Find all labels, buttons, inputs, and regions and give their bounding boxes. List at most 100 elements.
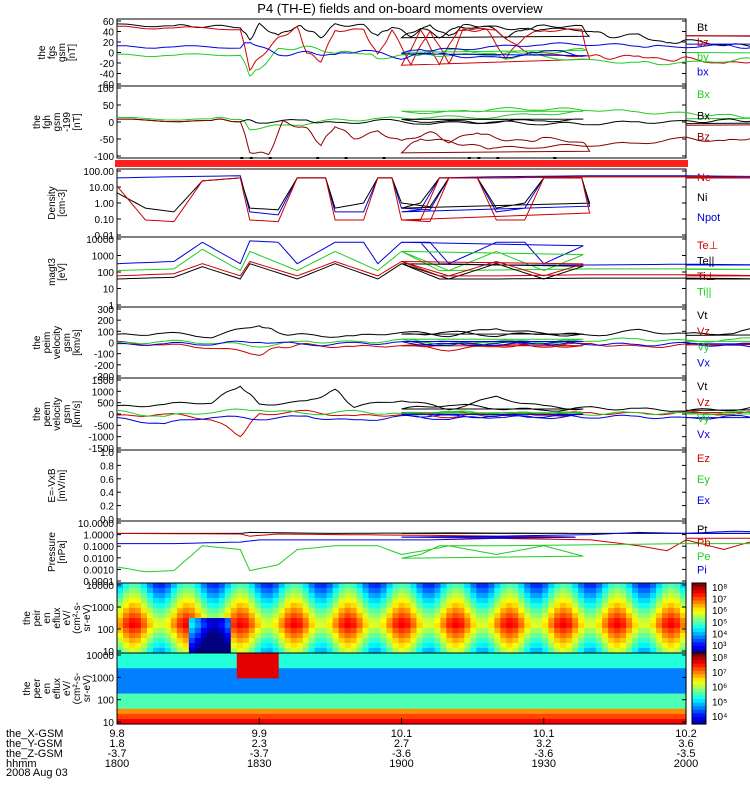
heatmap-cell: [668, 703, 675, 710]
heatmap-cell: [212, 708, 220, 715]
heatmap-cell: [386, 668, 394, 674]
heatmap-cell: [596, 628, 603, 634]
x-row-value: 10.2: [675, 728, 696, 740]
heatmap-cell: [158, 668, 166, 674]
heatmap-cell: [140, 643, 148, 649]
heatmap-cell: [428, 613, 436, 619]
heatmap-cell: [572, 688, 579, 695]
y-tick-label: 1000: [92, 603, 115, 614]
series-Pt: [117, 531, 750, 534]
heatmap-cell: [278, 643, 286, 649]
heatmap-cell: [560, 718, 567, 725]
heatmap-cell: [386, 623, 394, 629]
heatmap-cell: [176, 693, 184, 700]
heatmap-cell: [260, 623, 268, 629]
series-Vt: [116, 325, 750, 339]
heatmap-cell: [626, 673, 633, 679]
heatmap-cell: [182, 633, 190, 639]
heatmap-cell: [140, 678, 148, 685]
heatmap-cell: [146, 683, 154, 690]
heatmap-cell: [248, 668, 256, 674]
heatmap-cell: [446, 678, 454, 685]
heatmap-cell: [644, 643, 651, 649]
heatmap-cell: [608, 688, 615, 695]
y-tick-label: -100: [94, 350, 114, 361]
heatmap-cell: [188, 693, 196, 700]
heatmap-cell: [146, 643, 154, 649]
y-tick-label: 20: [103, 38, 115, 49]
heatmap-cell: [500, 618, 507, 624]
heatmap-cell: [680, 598, 687, 604]
heatmap-cell: [536, 683, 543, 690]
heatmap-cell: [344, 708, 352, 715]
heatmap-cell: [374, 713, 382, 720]
heatmap-cell: [296, 628, 304, 634]
heatmap-cell: [416, 598, 424, 604]
heatmap-cell: [464, 678, 471, 685]
heatmap-cell: [212, 583, 220, 589]
heatmap-cell: [614, 623, 621, 629]
heatmap-cell: [404, 608, 412, 614]
heatmap-cell: [422, 593, 430, 599]
heatmap-cell: [626, 633, 633, 639]
heatmap-cell: [560, 638, 567, 644]
heatmap-cell: [170, 653, 178, 659]
heatmap-cell: [182, 713, 190, 720]
heatmap-cell: [230, 608, 238, 614]
heatmap-cell: [338, 638, 346, 644]
heatmap-cell: [117, 618, 124, 624]
heatmap-cell: [680, 693, 687, 700]
heatmap-cell: [590, 688, 597, 695]
heatmap-cell: [674, 653, 681, 659]
heatmap-cell: [464, 608, 471, 614]
heatmap-cell: [386, 678, 394, 685]
heatmap-cell: [428, 708, 436, 715]
heatmap-cell: [476, 663, 483, 669]
heatmap-cell: [314, 618, 322, 624]
heatmap-cell: [392, 693, 400, 700]
heatmap-cell: [560, 608, 567, 614]
heatmap-cell: [356, 638, 364, 644]
heatmap-cell: [218, 648, 226, 654]
colorbar-segment: [692, 621, 706, 626]
heatmap-cell: [158, 703, 166, 710]
panel-frame: [116, 520, 687, 584]
heatmap-cell: [296, 673, 304, 679]
heatmap-cell: [572, 593, 579, 599]
heatmap-cell: [206, 713, 214, 720]
heatmap-cell: [350, 603, 358, 609]
heatmap-cell: [206, 678, 214, 685]
heatmap-cell: [284, 708, 292, 715]
heatmap-cell: [614, 708, 621, 715]
heatmap-cell: [140, 713, 148, 720]
heatmap-cell: [608, 658, 615, 664]
heatmap-cell: [644, 653, 651, 659]
heatmap-cell: [224, 608, 232, 614]
heatmap-cell: [488, 683, 495, 690]
heatmap-cell: [560, 613, 567, 619]
series-Bx: [116, 107, 750, 131]
heatmap-cell: [656, 718, 663, 725]
heatmap-cell: [668, 653, 675, 659]
heatmap-cell: [200, 628, 208, 634]
heatmap-cell: [536, 663, 543, 669]
heatmap-cell: [560, 623, 567, 629]
heatmap-cell: [254, 618, 262, 624]
heatmap-cell: [596, 643, 603, 649]
heatmap-cell: [170, 688, 178, 695]
heatmap-cell: [374, 688, 382, 695]
heatmap-cell: [302, 623, 310, 629]
y-tick-label: 0.2: [100, 502, 114, 513]
heatmap-cell: [632, 588, 639, 594]
heatmap-cell: [320, 588, 328, 594]
y-axis-label: fgs: [47, 46, 58, 59]
heatmap-cell: [350, 638, 358, 644]
heatmap-cell: [224, 658, 232, 664]
heatmap-cell: [668, 673, 675, 679]
heatmap-cell: [117, 633, 124, 639]
heatmap-cell: [602, 608, 609, 614]
heatmap-cell: [428, 628, 436, 634]
heatmap-cell: [242, 713, 250, 720]
heatmap-cell: [566, 698, 573, 705]
